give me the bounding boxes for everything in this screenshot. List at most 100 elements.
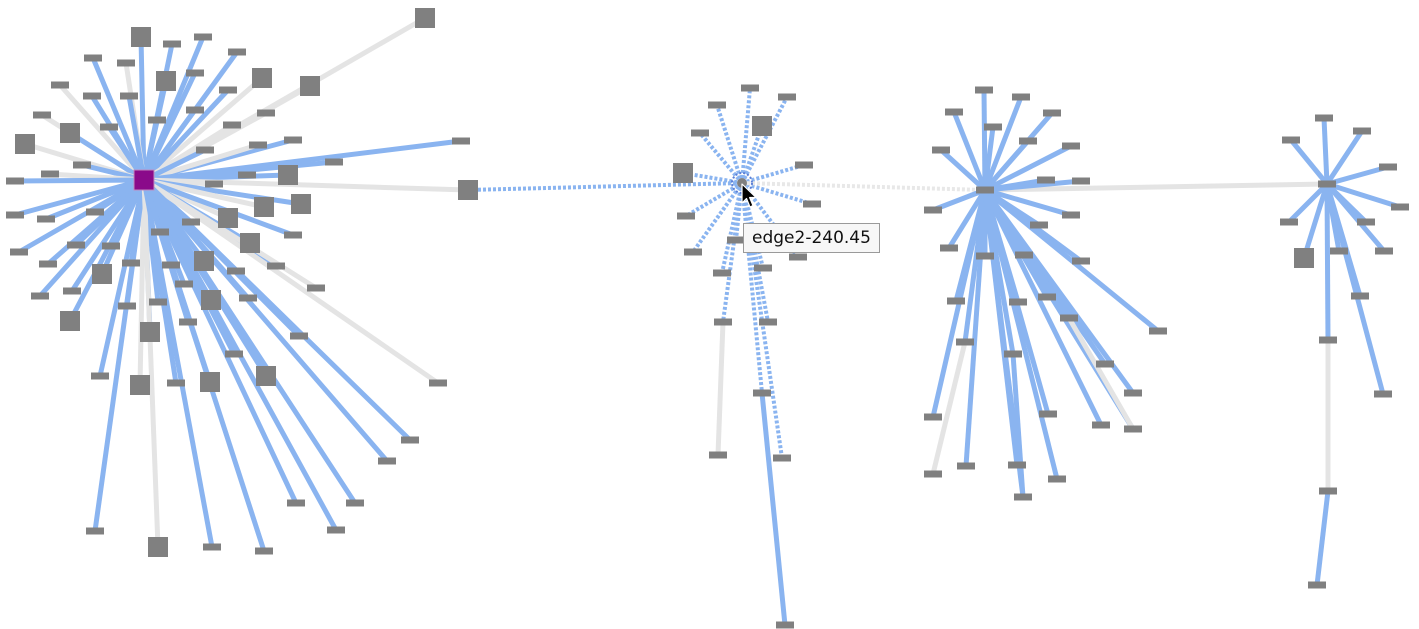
graph-node[interactable] xyxy=(458,180,478,200)
graph-edge[interactable] xyxy=(1321,117,1330,185)
graph-node[interactable] xyxy=(789,253,807,261)
graph-edge[interactable] xyxy=(715,104,744,184)
graph-node[interactable] xyxy=(249,141,267,149)
graph-edge[interactable] xyxy=(143,177,469,193)
graph-node[interactable] xyxy=(940,244,958,252)
graph-node[interactable] xyxy=(1015,251,1033,259)
graph-node[interactable] xyxy=(122,259,140,267)
graph-node[interactable] xyxy=(31,292,49,300)
graph-edge[interactable] xyxy=(141,108,198,182)
graph-node[interactable] xyxy=(73,161,91,169)
graph-edge[interactable] xyxy=(982,188,1136,395)
graph-node[interactable] xyxy=(163,40,181,48)
graph-node[interactable] xyxy=(1062,211,1080,219)
graph-node[interactable] xyxy=(713,269,731,277)
graph-node[interactable] xyxy=(1004,350,1022,358)
graph-node[interactable] xyxy=(223,121,241,129)
graph-edge[interactable] xyxy=(143,177,294,238)
graph-node[interactable] xyxy=(267,262,285,270)
graph-edge[interactable] xyxy=(741,163,805,185)
graph-edge[interactable] xyxy=(141,179,215,548)
graph-node[interactable] xyxy=(1308,581,1326,589)
graph-node[interactable] xyxy=(673,163,693,183)
graph-edge[interactable] xyxy=(142,177,440,386)
graph-node[interactable] xyxy=(278,165,298,185)
graph-node[interactable] xyxy=(1012,93,1030,101)
graph-node[interactable] xyxy=(182,218,200,226)
graph-edge[interactable] xyxy=(740,87,752,184)
graph-node[interactable] xyxy=(131,27,151,47)
graph-node[interactable] xyxy=(1008,461,1026,469)
graph-node[interactable] xyxy=(1072,257,1090,265)
graph-edge[interactable] xyxy=(963,189,988,467)
graph-node[interactable] xyxy=(287,499,305,507)
graph-node[interactable] xyxy=(957,462,975,470)
graph-node[interactable] xyxy=(1038,293,1056,301)
graph-node[interactable] xyxy=(37,215,55,223)
graph-node[interactable] xyxy=(201,290,221,310)
graph-node[interactable] xyxy=(759,318,777,326)
graph-node[interactable] xyxy=(307,284,325,292)
graph-edge[interactable] xyxy=(691,181,744,254)
graph-edge[interactable] xyxy=(92,179,147,532)
graph-node[interactable] xyxy=(429,379,447,387)
graph-edge[interactable] xyxy=(984,181,1328,193)
graph-edge[interactable] xyxy=(715,321,726,456)
graph-edge[interactable] xyxy=(984,187,1072,218)
graph-edge[interactable] xyxy=(1324,183,1386,395)
graph-node[interactable] xyxy=(1294,248,1314,268)
graph-edge[interactable] xyxy=(1324,129,1365,186)
hovered-hub-node[interactable] xyxy=(737,178,747,188)
graph-node[interactable] xyxy=(1149,327,1167,335)
graph-edge[interactable] xyxy=(97,179,147,377)
graph-node[interactable] xyxy=(1353,127,1371,135)
graph-node[interactable] xyxy=(924,470,942,478)
graph-node[interactable] xyxy=(325,158,343,166)
graph-node[interactable] xyxy=(1096,360,1114,368)
graph-node[interactable] xyxy=(239,294,257,302)
graph-edge[interactable] xyxy=(721,182,744,323)
graph-edge[interactable] xyxy=(1325,182,1386,253)
graph-node[interactable] xyxy=(254,197,274,217)
graph-node[interactable] xyxy=(1124,425,1142,433)
graph-edge[interactable] xyxy=(939,148,987,192)
graph-node[interactable] xyxy=(117,59,135,67)
graph-edge[interactable] xyxy=(142,76,264,182)
graph-node[interactable] xyxy=(327,526,345,534)
graph-edge[interactable] xyxy=(740,182,765,269)
graph-edge[interactable] xyxy=(58,83,146,182)
graph-node[interactable] xyxy=(924,206,942,214)
graph-node[interactable] xyxy=(1375,247,1393,255)
graph-node[interactable] xyxy=(1062,142,1080,150)
graph-node[interactable] xyxy=(708,101,726,109)
graph-node[interactable] xyxy=(100,123,118,131)
graph-node[interactable] xyxy=(67,241,85,249)
graph-node[interactable] xyxy=(1014,493,1032,501)
graph-node[interactable] xyxy=(33,111,51,119)
graph-node[interactable] xyxy=(753,389,771,397)
graph-node[interactable] xyxy=(1060,314,1078,322)
graph-node[interactable] xyxy=(684,248,702,256)
graph-node[interactable] xyxy=(773,454,791,462)
graph-node[interactable] xyxy=(300,76,320,96)
graph-edge[interactable] xyxy=(982,96,1024,191)
graph-edge[interactable] xyxy=(741,181,986,192)
graph-edge[interactable] xyxy=(67,178,147,323)
graph-node[interactable] xyxy=(167,379,185,387)
graph-node[interactable] xyxy=(257,109,275,117)
graph-node[interactable] xyxy=(1357,218,1375,226)
graph-node[interactable] xyxy=(976,252,994,260)
graph-node[interactable] xyxy=(1319,336,1337,344)
graph-node[interactable] xyxy=(378,457,396,465)
graph-node[interactable] xyxy=(218,208,238,228)
graph-node[interactable] xyxy=(691,129,709,137)
graph-node[interactable] xyxy=(151,228,169,236)
graph-node[interactable] xyxy=(41,170,59,178)
graph-node[interactable] xyxy=(290,332,308,340)
graph-node[interactable] xyxy=(1043,109,1061,117)
graph-node[interactable] xyxy=(63,287,81,295)
graph-node[interactable] xyxy=(975,86,993,94)
graph-node[interactable] xyxy=(741,84,759,92)
graph-node[interactable] xyxy=(86,208,104,216)
